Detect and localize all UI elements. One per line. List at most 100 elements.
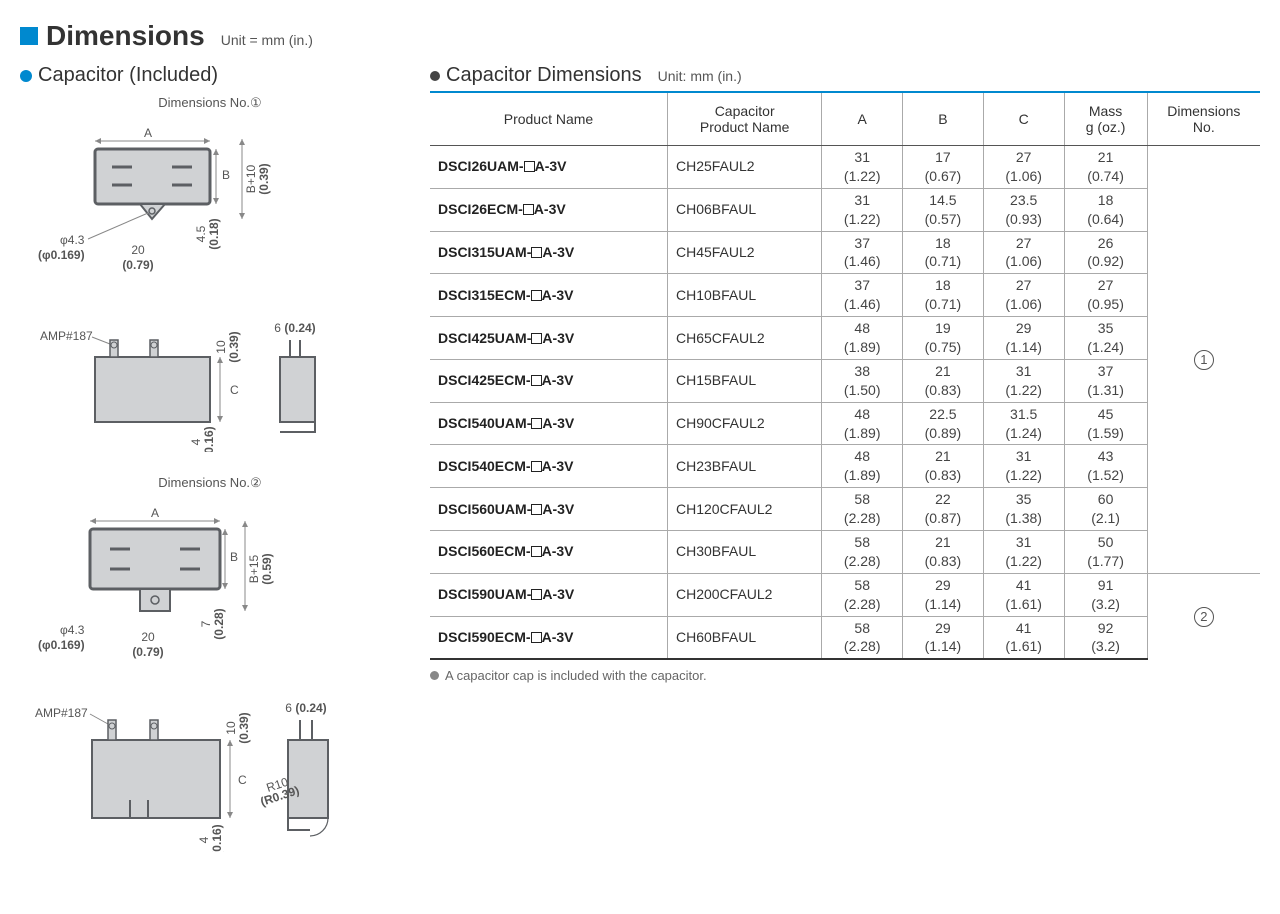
capacitor-name-cell: CH30BFAUL bbox=[667, 531, 821, 574]
table-row: DSCI590ECM-A-3VCH60BFAUL58(2.28)29(1.14)… bbox=[430, 616, 1260, 659]
capacitor-subtitle-text: Capacitor (Included) bbox=[38, 64, 218, 87]
table-row: DSCI425ECM-A-3VCH15BFAUL38(1.50)21(0.83)… bbox=[430, 359, 1260, 402]
value-cell: 18(0.71) bbox=[903, 231, 984, 274]
value-cell: 37(1.31) bbox=[1064, 359, 1147, 402]
capacitor-name-cell: CH200CFAUL2 bbox=[667, 573, 821, 616]
amp-label-2: AMP#187 bbox=[35, 706, 88, 720]
gray-dot-icon bbox=[430, 671, 439, 680]
capacitor-name-cell: CH23BFAUL bbox=[667, 445, 821, 488]
svg-text:(φ0.169): (φ0.169) bbox=[38, 248, 85, 262]
table-row: DSCI315UAM-A-3VCH45FAUL237(1.46)18(0.71)… bbox=[430, 231, 1260, 274]
svg-text:(0.18): (0.18) bbox=[207, 218, 221, 249]
product-name-cell: DSCI590ECM-A-3V bbox=[430, 616, 667, 659]
value-cell: 31(1.22) bbox=[983, 359, 1064, 402]
svg-text:10: 10 bbox=[214, 340, 228, 354]
value-cell: 21(0.83) bbox=[903, 531, 984, 574]
col-product-name: Product Name bbox=[430, 92, 667, 146]
value-cell: 19(0.75) bbox=[903, 317, 984, 360]
svg-text:B: B bbox=[230, 550, 238, 564]
value-cell: 31(1.22) bbox=[983, 531, 1064, 574]
dim-label-1: Dimensions No.① bbox=[20, 95, 400, 111]
table-row: DSCI540UAM-A-3VCH90CFAUL248(1.89)22.5(0.… bbox=[430, 402, 1260, 445]
capacitor-subtitle: Capacitor (Included) bbox=[20, 64, 400, 87]
table-row: DSCI560ECM-A-3VCH30BFAUL58(2.28)21(0.83)… bbox=[430, 531, 1260, 574]
col-b: B bbox=[903, 92, 984, 146]
value-cell: 23.5(0.93) bbox=[983, 188, 1064, 231]
value-cell: 58(2.28) bbox=[822, 616, 903, 659]
value-cell: 21(0.83) bbox=[903, 445, 984, 488]
value-cell: 45(1.59) bbox=[1064, 402, 1147, 445]
value-cell: 48(1.89) bbox=[822, 317, 903, 360]
svg-text:(0.16): (0.16) bbox=[210, 824, 224, 852]
value-cell: 37(1.46) bbox=[822, 231, 903, 274]
value-cell: 31(1.22) bbox=[822, 188, 903, 231]
table-row: DSCI315ECM-A-3VCH10BFAUL37(1.46)18(0.71)… bbox=[430, 274, 1260, 317]
value-cell: 37(1.46) bbox=[822, 274, 903, 317]
title-text: Dimensions bbox=[46, 20, 205, 52]
svg-text:7: 7 bbox=[199, 620, 213, 627]
table-row: DSCI590UAM-A-3VCH200CFAUL258(2.28)29(1.1… bbox=[430, 573, 1260, 616]
svg-text:6 (0.24): 6 (0.24) bbox=[285, 701, 326, 715]
capacitor-name-cell: CH25FAUL2 bbox=[667, 146, 821, 189]
svg-text:C: C bbox=[238, 773, 247, 787]
value-cell: 35(1.24) bbox=[1064, 317, 1147, 360]
value-cell: 91(3.2) bbox=[1064, 573, 1147, 616]
product-name-cell: DSCI26ECM-A-3V bbox=[430, 188, 667, 231]
value-cell: 35(1.38) bbox=[983, 488, 1064, 531]
col-dim-no: Dimensions No. bbox=[1147, 92, 1260, 146]
diagram-2-top: A B B+15 (0.59) bbox=[20, 499, 400, 674]
table-row: DSCI540ECM-A-3VCH23BFAUL48(1.89)21(0.83)… bbox=[430, 445, 1260, 488]
product-name-cell: DSCI560UAM-A-3V bbox=[430, 488, 667, 531]
diagram-1-side: AMP#187 10 (0.39) C bbox=[20, 302, 400, 457]
svg-text:4: 4 bbox=[189, 438, 203, 445]
capacitor-name-cell: CH120CFAUL2 bbox=[667, 488, 821, 531]
dimensions-unit: Unit: mm (in.) bbox=[658, 68, 742, 84]
value-cell: 48(1.89) bbox=[822, 402, 903, 445]
svg-text:C: C bbox=[230, 383, 239, 397]
col-c: C bbox=[983, 92, 1064, 146]
value-cell: 43(1.52) bbox=[1064, 445, 1147, 488]
svg-text:(0.59): (0.59) bbox=[260, 553, 274, 584]
value-cell: 17(0.67) bbox=[903, 146, 984, 189]
dot-bullet-icon bbox=[430, 71, 440, 81]
square-bullet-icon bbox=[20, 27, 38, 45]
svg-text:10: 10 bbox=[224, 721, 238, 735]
svg-text:A: A bbox=[151, 506, 159, 520]
capacitor-name-cell: CH15BFAUL bbox=[667, 359, 821, 402]
value-cell: 92(3.2) bbox=[1064, 616, 1147, 659]
dim-no-cell-2: 2 bbox=[1147, 573, 1260, 659]
value-cell: 26(0.92) bbox=[1064, 231, 1147, 274]
unit-text: Unit = mm (in.) bbox=[221, 32, 313, 48]
value-cell: 41(1.61) bbox=[983, 573, 1064, 616]
diagram-1-top: A B B+10 (0.39) bbox=[20, 119, 400, 284]
table-row: DSCI425UAM-A-3VCH65CFAUL248(1.89)19(0.75… bbox=[430, 317, 1260, 360]
svg-text:4.5: 4.5 bbox=[194, 225, 208, 242]
value-cell: 31(1.22) bbox=[983, 445, 1064, 488]
table-row: DSCI560UAM-A-3VCH120CFAUL258(2.28)22(0.8… bbox=[430, 488, 1260, 531]
dim-no-cell-1: 1 bbox=[1147, 146, 1260, 574]
product-name-cell: DSCI26UAM-A-3V bbox=[430, 146, 667, 189]
product-name-cell: DSCI540UAM-A-3V bbox=[430, 402, 667, 445]
value-cell: 27(0.95) bbox=[1064, 274, 1147, 317]
svg-text:B+15: B+15 bbox=[247, 554, 261, 583]
svg-text:(0.39): (0.39) bbox=[257, 163, 271, 194]
value-cell: 29(1.14) bbox=[903, 573, 984, 616]
svg-text:20: 20 bbox=[141, 630, 155, 644]
svg-text:B+10: B+10 bbox=[244, 164, 258, 193]
capacitor-name-cell: CH10BFAUL bbox=[667, 274, 821, 317]
diagram-2-side: AMP#187 10 (0.39) C bbox=[20, 692, 400, 857]
svg-text:4: 4 bbox=[197, 836, 211, 843]
footnote: A capacitor cap is included with the cap… bbox=[430, 668, 1260, 683]
svg-text:φ4.3: φ4.3 bbox=[60, 623, 85, 637]
capacitor-name-cell: CH06BFAUL bbox=[667, 188, 821, 231]
value-cell: 22.5(0.89) bbox=[903, 402, 984, 445]
value-cell: 48(1.89) bbox=[822, 445, 903, 488]
svg-text:(0.39): (0.39) bbox=[227, 331, 241, 362]
value-cell: 60(2.1) bbox=[1064, 488, 1147, 531]
amp-label: AMP#187 bbox=[40, 329, 93, 343]
value-cell: 38(1.50) bbox=[822, 359, 903, 402]
circle-bullet-icon bbox=[20, 70, 32, 82]
value-cell: 29(1.14) bbox=[903, 616, 984, 659]
svg-text:A: A bbox=[144, 126, 152, 140]
value-cell: 21(0.83) bbox=[903, 359, 984, 402]
